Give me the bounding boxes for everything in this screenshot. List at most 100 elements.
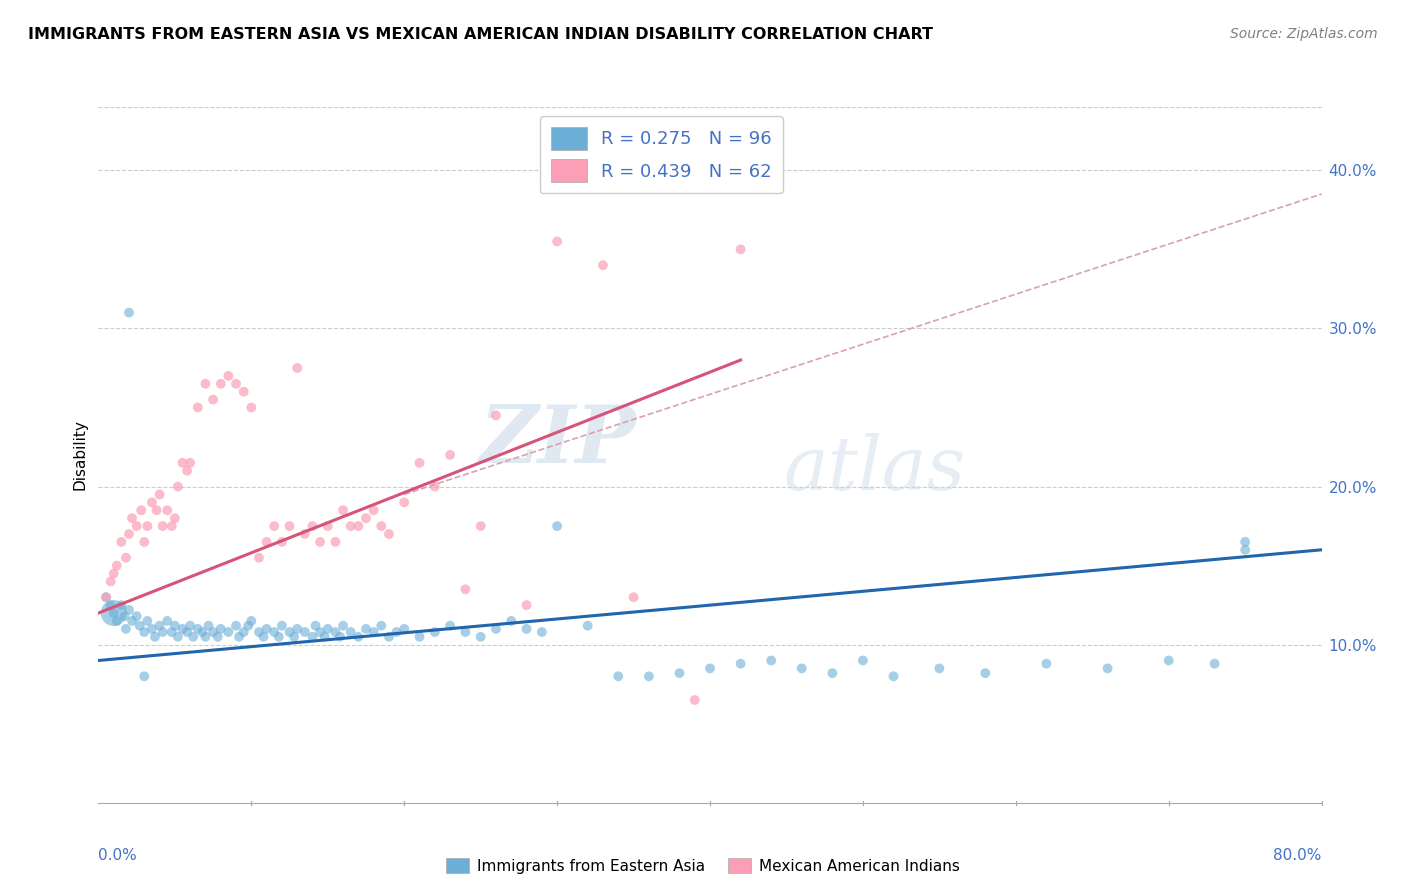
Point — [309, 625, 332, 640]
Point — [392, 622, 416, 636]
Point — [283, 630, 305, 644]
Point — [163, 618, 186, 632]
Point — [278, 519, 301, 533]
Point — [485, 409, 508, 423]
Point — [501, 614, 523, 628]
Text: atlas: atlas — [783, 433, 966, 505]
Point — [339, 519, 361, 533]
Point — [149, 618, 172, 632]
Point — [267, 630, 290, 644]
Point — [225, 618, 247, 632]
Point — [263, 625, 285, 640]
Point — [141, 495, 163, 509]
Point — [256, 534, 278, 549]
Point — [301, 519, 323, 533]
Legend: Immigrants from Eastern Asia, Mexican American Indians: Immigrants from Eastern Asia, Mexican Am… — [440, 852, 966, 880]
Point — [454, 582, 477, 597]
Point — [378, 527, 401, 541]
Point — [325, 534, 347, 549]
Point — [225, 376, 247, 391]
Point — [470, 630, 492, 644]
Point — [118, 305, 141, 319]
Point — [176, 464, 198, 478]
Point — [194, 376, 217, 391]
Point — [125, 609, 148, 624]
Point — [378, 630, 401, 644]
Point — [309, 534, 332, 549]
Point — [285, 622, 308, 636]
Point — [546, 519, 568, 533]
Point — [339, 625, 361, 640]
Point — [385, 625, 408, 640]
Point — [103, 606, 125, 620]
Point — [256, 622, 278, 636]
Text: ZIP: ZIP — [479, 402, 637, 480]
Y-axis label: Disability: Disability — [72, 419, 87, 491]
Point — [232, 384, 254, 399]
Point — [228, 630, 250, 644]
Point — [883, 669, 905, 683]
Point — [179, 456, 201, 470]
Point — [128, 618, 150, 632]
Point — [790, 661, 813, 675]
Point — [392, 495, 416, 509]
Point — [197, 618, 219, 632]
Point — [408, 456, 430, 470]
Point — [270, 534, 292, 549]
Point — [247, 550, 270, 565]
Point — [209, 622, 232, 636]
Point — [592, 258, 614, 272]
Point — [485, 622, 508, 636]
Point — [181, 630, 204, 644]
Point — [149, 487, 172, 501]
Point — [316, 622, 339, 636]
Text: IMMIGRANTS FROM EASTERN ASIA VS MEXICAN AMERICAN INDIAN DISABILITY CORRELATION C: IMMIGRANTS FROM EASTERN ASIA VS MEXICAN … — [28, 27, 934, 42]
Point — [240, 401, 263, 415]
Point — [156, 614, 179, 628]
Point — [304, 618, 326, 632]
Point — [118, 603, 141, 617]
Point — [143, 630, 166, 644]
Point — [325, 625, 347, 640]
Point — [699, 661, 721, 675]
Point — [167, 479, 190, 493]
Point — [314, 630, 336, 644]
Point — [129, 503, 152, 517]
Point — [363, 503, 385, 517]
Point — [530, 625, 553, 640]
Point — [408, 630, 430, 644]
Point — [121, 511, 143, 525]
Point — [160, 625, 183, 640]
Point — [105, 558, 128, 573]
Point — [263, 519, 285, 533]
Point — [160, 519, 183, 533]
Point — [209, 376, 232, 391]
Point — [370, 519, 392, 533]
Point — [207, 630, 229, 644]
Point — [623, 591, 645, 605]
Point — [238, 618, 260, 632]
Point — [470, 519, 492, 533]
Point — [112, 609, 135, 624]
Point — [637, 669, 661, 683]
Point — [1234, 534, 1257, 549]
Point — [156, 503, 179, 517]
Point — [294, 527, 316, 541]
Point — [270, 618, 292, 632]
Point — [759, 653, 782, 667]
Point — [167, 630, 190, 644]
Point — [202, 392, 225, 407]
Point — [103, 606, 125, 620]
Point — [354, 622, 377, 636]
Point — [217, 368, 239, 383]
Point — [1035, 657, 1057, 671]
Point — [278, 625, 301, 640]
Point — [141, 622, 163, 636]
Point — [94, 591, 117, 605]
Point — [332, 618, 354, 632]
Point — [607, 669, 630, 683]
Point — [100, 574, 122, 589]
Point — [347, 519, 370, 533]
Point — [94, 591, 117, 605]
Point — [115, 622, 138, 636]
